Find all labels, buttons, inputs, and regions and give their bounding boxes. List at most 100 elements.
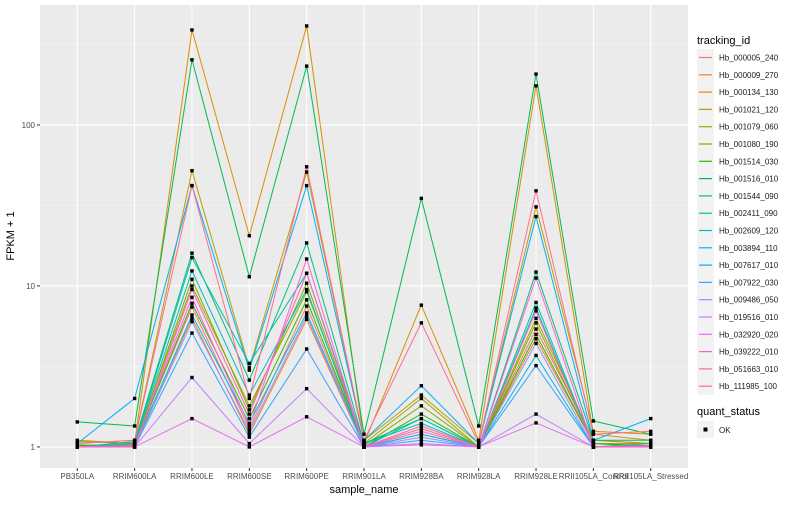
data-point [534, 363, 538, 368]
legend-title-quant-status: quant_status [697, 406, 760, 418]
data-point [304, 271, 309, 275]
data-point [304, 415, 309, 419]
x-tick-label: RRIM600LA [113, 472, 157, 481]
data-point [190, 316, 194, 320]
data-point [190, 58, 194, 62]
legend: tracking_id Hb_000005_240 Hb_000009_270 Hb… [697, 35, 779, 438]
data-point [132, 396, 137, 401]
data-point [190, 319, 194, 324]
data-point [247, 426, 252, 431]
data-point [419, 421, 424, 426]
data-point [534, 84, 538, 88]
data-point [190, 305, 194, 309]
legend-label: Hb_000005_240 [719, 54, 779, 63]
legend-label: Hb_002609_120 [719, 227, 779, 236]
data-point [304, 165, 309, 169]
data-point [75, 420, 79, 424]
legend-label: Hb_001544_090 [719, 192, 779, 201]
data-point [304, 298, 309, 302]
legend-label: Hb_001080_190 [719, 140, 779, 149]
data-point [190, 277, 194, 281]
data-point [419, 432, 424, 436]
data-point [190, 295, 194, 300]
data-point [75, 441, 79, 446]
data-point [304, 290, 309, 294]
x-tick-label: RRIM928LA [457, 472, 501, 481]
legend-label: Hb_032920_020 [719, 330, 779, 339]
legend-label: Hb_007922_030 [719, 278, 779, 287]
data-point [534, 270, 538, 274]
data-point [362, 445, 366, 449]
x-tick-label: RRIM901LA [342, 472, 386, 481]
data-point [132, 424, 137, 428]
data-point [247, 421, 252, 426]
x-tick-label: RRIM600PE [284, 472, 328, 481]
data-point [190, 301, 194, 306]
data-point [476, 441, 481, 446]
data-point [247, 408, 252, 412]
data-point [419, 424, 424, 428]
x-tick-label: RRIM600SE [227, 472, 271, 481]
y-tick-label: 10 [26, 282, 35, 291]
data-point [247, 234, 252, 238]
data-point [534, 316, 538, 320]
data-point [534, 306, 538, 310]
data-point [247, 435, 252, 439]
legend-label: Hb_039222_010 [719, 348, 779, 357]
data-point [534, 276, 538, 280]
data-point [534, 412, 538, 416]
data-point [304, 387, 309, 391]
data-point [304, 311, 309, 315]
data-point [304, 241, 309, 245]
x-tick-label: PB350LA [60, 472, 94, 481]
x-tick-label: RRIM600LE [170, 472, 214, 481]
data-point [591, 432, 596, 436]
data-point [247, 412, 252, 416]
data-point [362, 432, 366, 436]
data-point [534, 332, 538, 337]
data-point [534, 327, 538, 331]
legend-label: Hb_000134_130 [719, 88, 779, 97]
legend-label: Hb_001516_010 [719, 175, 779, 184]
data-point [247, 441, 252, 446]
data-point [476, 445, 481, 449]
data-point [419, 393, 424, 397]
data-point [190, 255, 194, 260]
data-point [247, 366, 252, 370]
data-point [190, 287, 194, 292]
data-point [247, 445, 252, 449]
legend-label: Hb_001079_060 [719, 123, 779, 132]
data-point [419, 426, 424, 431]
data-point [649, 438, 653, 442]
data-point [534, 309, 538, 313]
data-point [132, 441, 137, 446]
data-point [247, 424, 252, 428]
data-point [190, 331, 194, 335]
data-point [591, 438, 596, 442]
x-tick-label: RRII105LA_Control [559, 472, 629, 481]
y-axis-title: FPKM + 1 [5, 211, 17, 260]
legend-label: Hb_009486_050 [719, 296, 779, 305]
data-point [534, 337, 538, 341]
data-point [476, 424, 481, 428]
data-point [304, 287, 309, 292]
data-point [190, 251, 194, 255]
data-point [304, 317, 309, 322]
data-point [247, 378, 252, 382]
data-point [534, 353, 538, 358]
data-point [591, 419, 596, 423]
data-point [419, 321, 424, 325]
legend-label: Hb_007617_010 [719, 261, 779, 270]
legend-label: Hb_001021_120 [719, 105, 779, 114]
data-point [304, 281, 309, 285]
data-point [304, 304, 309, 308]
data-point [247, 396, 252, 401]
data-point [247, 429, 252, 434]
data-point [247, 368, 252, 372]
data-point [591, 441, 596, 446]
legend-label: Hb_002411_090 [719, 209, 778, 218]
data-point [247, 361, 252, 366]
data-point [190, 416, 194, 421]
data-point [247, 275, 252, 279]
